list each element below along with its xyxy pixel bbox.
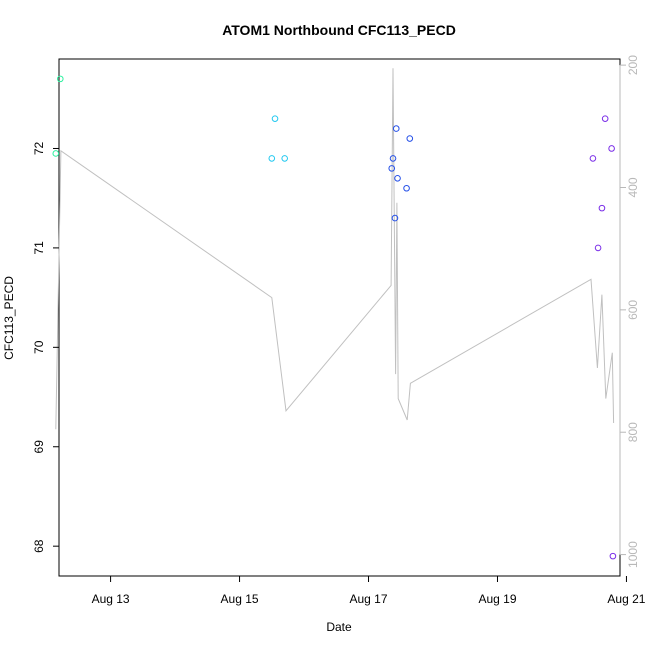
x-axis-label: Date [326,620,352,634]
right-tick-label-3: 800 [626,422,640,442]
data-point-13 [594,244,602,252]
right-tick-label-0: 200 [626,55,640,75]
points-group [52,75,617,560]
y-tick-label-0: 68 [32,539,46,553]
data-point-14 [598,204,606,212]
y-axis-label: CFC113_PECD [2,276,16,360]
y-tick-label-1: 69 [32,440,46,454]
data-point-5 [388,165,396,172]
data-point-1 [56,75,64,83]
data-point-11 [406,135,414,142]
altitude-line [55,68,615,430]
altitude-line-group [55,68,615,430]
data-point-0 [52,150,60,157]
plot-area [58,58,621,577]
data-point-2 [268,155,276,162]
y-tick-label-4: 72 [32,142,46,156]
data-point-16 [608,145,615,152]
right-tick-label-1: 400 [626,177,640,197]
x-tick-label-4: Aug 21 [607,592,645,606]
x-tick-label-1: Aug 15 [221,592,259,606]
data-point-9 [394,175,401,182]
y-tick-label-3: 71 [32,241,46,255]
x-tick-label-2: Aug 17 [349,592,387,606]
y-axis-right: 200 400 600 800 1000 [619,55,640,568]
data-point-12 [589,155,597,162]
data-point-8 [392,125,400,132]
x-tick-label-3: Aug 19 [478,592,516,606]
data-point-3 [271,115,279,122]
data-point-7 [391,214,399,222]
data-point-15 [601,115,609,122]
right-tick-label-2: 600 [626,300,640,320]
right-tick-label-4: 1000 [626,541,640,568]
x-tick-label-0: Aug 13 [92,592,130,606]
chart-title: ATOM1 Northbound CFC113_PECD [222,22,456,38]
data-point-6 [389,155,397,162]
y-tick-label-2: 70 [32,340,46,354]
x-axis: Aug 13 Aug 15 Aug 17 Aug 19 Aug 21 [92,576,646,606]
data-point-4 [281,155,288,162]
y-axis: 68 69 70 71 72 [32,142,59,553]
data-point-10 [403,184,410,192]
data-point-17 [609,552,617,560]
